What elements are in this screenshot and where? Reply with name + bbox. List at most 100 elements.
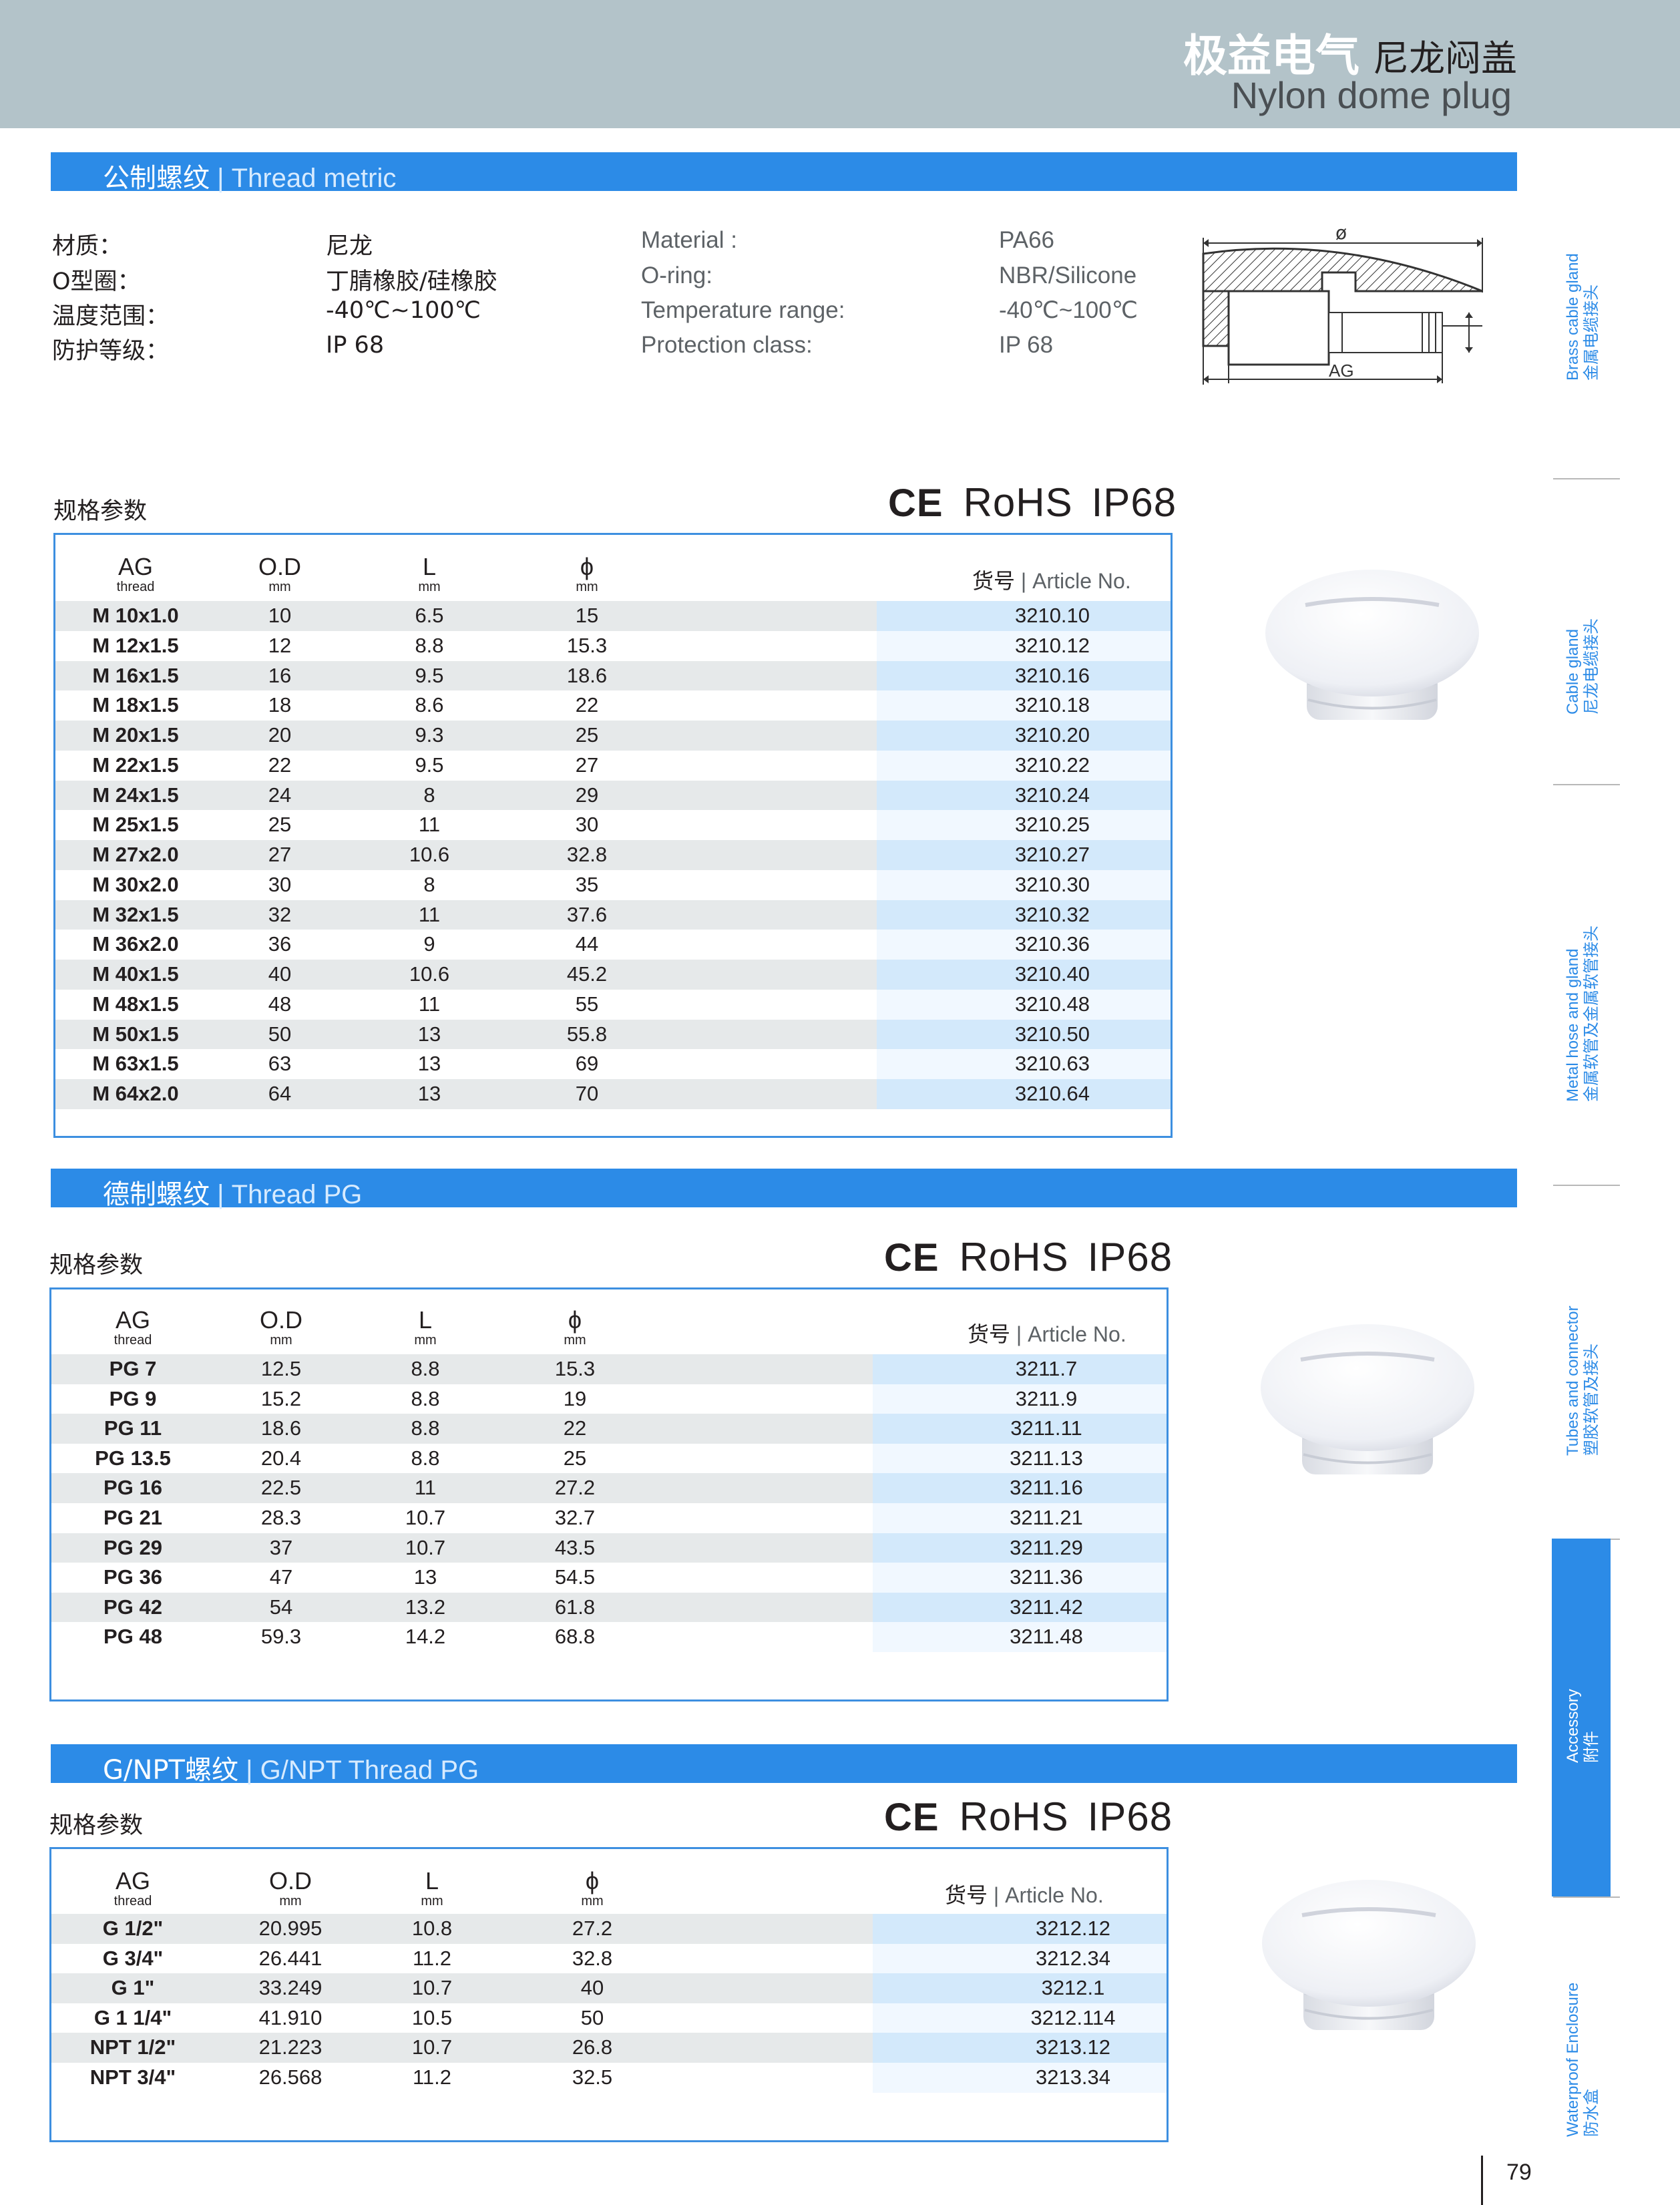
- cell-od: 28.3: [260, 1506, 302, 1529]
- ip-label: IP68: [1087, 1794, 1173, 1839]
- page-number: 79: [1506, 2160, 1532, 2185]
- spec-cn-labels-3: 防护等级：: [52, 338, 170, 365]
- ce-mark: CE: [888, 481, 943, 525]
- side-tab-2[interactable]: Metal hose and gland 金属软管及金属软管接头: [1564, 926, 1601, 1102]
- table-row: M 18x1.5 18 8.6 22 3210.18: [55, 690, 1171, 721]
- col-header-label: ϕ: [568, 1306, 582, 1334]
- side-tab-label-en: Tubes and connector: [1564, 1306, 1582, 1456]
- table-row: M 25x1.5 25 11 30 3210.25: [55, 810, 1171, 840]
- cell-phi: 43.5: [554, 1535, 596, 1559]
- cell-l: 8.8: [411, 1416, 440, 1440]
- table-row: M 10x1.0 10 6.5 15 3210.10: [55, 601, 1171, 631]
- side-tab-label-cn: 金属软管及金属软管接头: [1581, 926, 1601, 1102]
- side-tab-label-cn: 塑胶软管及接头: [1581, 1344, 1601, 1456]
- cell-art: 3211.13: [1010, 1446, 1083, 1470]
- cell-l: 10.5: [411, 2005, 453, 2029]
- col-header-article: 货号 | Article No.: [945, 1878, 1104, 1909]
- table-row: NPT 3/4" 26.568 11.2 32.5 3213.34: [51, 2063, 1167, 2093]
- table-row: M 48x1.5 48 11 55 3210.48: [55, 989, 1171, 1020]
- article-band: [877, 1079, 1171, 1109]
- cell-l: 13: [413, 1565, 437, 1589]
- cell-od: 20.4: [260, 1446, 302, 1470]
- article-band: [877, 810, 1171, 840]
- table-row: M 24x1.5 24 8 29 3210.24: [55, 780, 1171, 811]
- col-header-od: O.D mm: [237, 1869, 344, 1909]
- cell-ag: M 64x2.0: [92, 1082, 179, 1105]
- article-band: [873, 2063, 1167, 2093]
- col-header-unit: thread: [116, 580, 155, 594]
- table-row: M 64x2.0 64 13 70 3210.64: [55, 1079, 1171, 1109]
- cell-phi: 61.8: [554, 1595, 596, 1619]
- cell-art: 3211.9: [1015, 1386, 1078, 1410]
- ce-mark: CE: [884, 1796, 939, 1839]
- col-header-ag: AG thread: [79, 1308, 186, 1348]
- cell-phi: 70: [575, 1082, 599, 1105]
- cell-ag: PG 7: [109, 1357, 157, 1380]
- article-band: [873, 1622, 1167, 1652]
- table-row: NPT 1/2" 21.223 10.7 26.8 3213.12: [51, 2033, 1167, 2063]
- article-band: [877, 601, 1171, 631]
- article-band: [877, 1019, 1171, 1050]
- cell-art: 3210.22: [1014, 753, 1090, 777]
- article-band: [873, 1943, 1167, 1974]
- cell-od: 64: [268, 1082, 292, 1105]
- cell-ag: PG 29: [103, 1535, 162, 1559]
- cell-l: 9: [423, 932, 435, 956]
- row-band: [55, 721, 877, 751]
- cell-l: 11: [418, 813, 441, 837]
- cell-l: 13: [417, 1022, 441, 1046]
- section-separator: |: [246, 1756, 253, 1785]
- table-row: PG 42 54 13.2 61.8 3211.42: [51, 1592, 1167, 1623]
- cell-phi: 29: [575, 783, 599, 807]
- table-row: M 16x1.5 16 9.5 18.6 3210.16: [55, 660, 1171, 691]
- cell-od: 32: [268, 902, 292, 926]
- cell-art: 3210.36: [1014, 932, 1090, 956]
- cell-od: 15.2: [260, 1386, 302, 1410]
- cell-od: 41.910: [258, 2005, 323, 2029]
- col-header-unit: mm: [576, 580, 598, 594]
- cell-phi: 25: [575, 723, 599, 747]
- table-row: G 1" 33.249 10.7 40 3212.1: [51, 1973, 1167, 2003]
- article-band: [873, 1973, 1167, 2003]
- table-row: M 63x1.5 63 13 69 3210.63: [55, 1049, 1171, 1079]
- cell-ag: M 40x1.5: [92, 962, 179, 986]
- side-tab-3[interactable]: Tubes and connector 塑胶软管及接头: [1564, 1306, 1601, 1456]
- row-band: [51, 1533, 873, 1563]
- cell-art: 3210.27: [1014, 843, 1090, 866]
- cell-art: 3212.114: [1030, 2005, 1116, 2029]
- cell-l: 13: [417, 1082, 441, 1105]
- cell-l: 8.8: [411, 1386, 440, 1410]
- cell-ag: M 20x1.5: [92, 723, 179, 747]
- cert-line-metric: CE RoHS IP68: [888, 479, 1177, 526]
- spec-heading-pg: 规格参数: [49, 1252, 144, 1279]
- side-tab-1[interactable]: Cable gland 尼龙电缆接头: [1564, 618, 1601, 715]
- side-tab-5[interactable]: Waterproof Enclosure 防水盒: [1564, 1983, 1601, 2137]
- table-row: PG 36 47 13 54.5 3211.36: [51, 1563, 1167, 1593]
- cell-phi: 32.5: [572, 2065, 613, 2089]
- article-band: [873, 1533, 1167, 1563]
- side-tab-label-cn: 金属电缆接头: [1581, 284, 1601, 381]
- article-band: [877, 989, 1171, 1020]
- side-divider: [1553, 478, 1620, 479]
- col-header-label: AG: [115, 1867, 150, 1894]
- cell-ag: NPT 1/2": [89, 2035, 176, 2059]
- side-tab-4[interactable]: Accessory 附件: [1564, 1689, 1601, 1763]
- cell-l: 10.7: [411, 1976, 453, 2000]
- section-bar-pg: 德制螺纹 | Thread PG: [51, 1169, 1517, 1210]
- cell-phi: 27.2: [572, 1917, 613, 1940]
- table-row: M 40x1.5 40 10.6 45.2 3210.40: [55, 960, 1171, 990]
- article-band: [873, 1503, 1167, 1533]
- cell-ag: PG 21: [103, 1506, 162, 1529]
- article-band: [877, 869, 1171, 900]
- cell-ag: PG 48: [103, 1625, 162, 1649]
- side-tab-0[interactable]: Brass cable gland 金属电缆接头: [1564, 253, 1601, 381]
- cell-phi: 25: [563, 1446, 587, 1470]
- cell-l: 8.6: [415, 693, 444, 717]
- cell-art: 3210.48: [1014, 992, 1090, 1016]
- col-header-unit: mm: [581, 1894, 604, 1909]
- table-row: M 12x1.5 12 8.8 15.3 3210.12: [55, 630, 1171, 661]
- cell-art: 3211.21: [1010, 1506, 1083, 1529]
- article-band: [873, 1592, 1167, 1623]
- row-band: [55, 601, 877, 631]
